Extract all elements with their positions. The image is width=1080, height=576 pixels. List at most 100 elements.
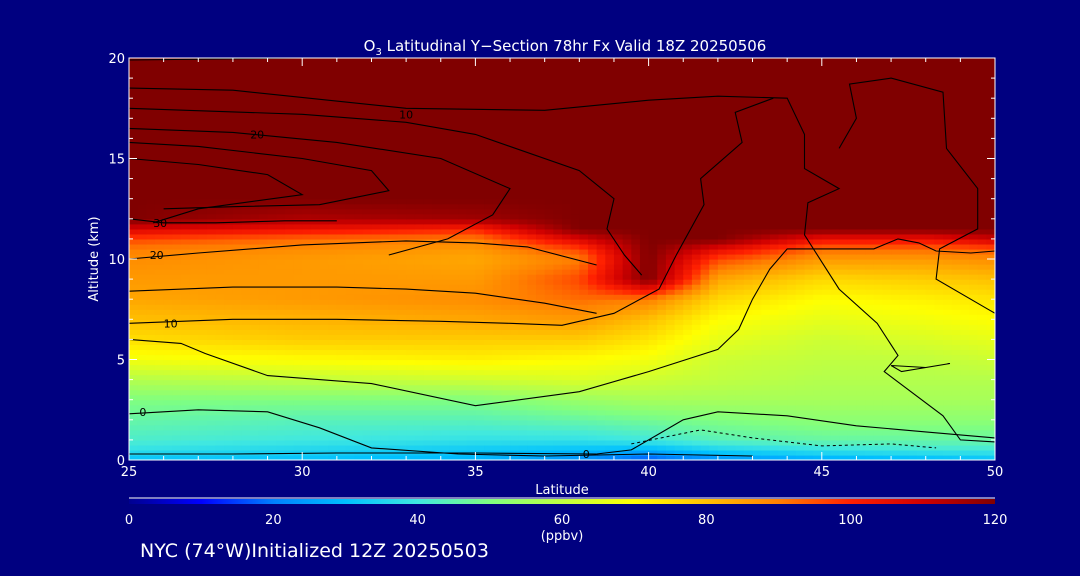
heat-cell <box>622 389 632 396</box>
heat-cell <box>440 409 451 416</box>
heat-cell <box>683 359 693 366</box>
heat-cell <box>319 218 329 225</box>
heat-cell <box>925 289 935 295</box>
heat-cell <box>717 218 728 225</box>
heat-cell <box>198 289 208 295</box>
heat-cell <box>319 359 329 366</box>
heat-cell <box>388 218 399 225</box>
heat-cell <box>180 289 191 295</box>
heat-cell <box>839 449 849 456</box>
heat-cell <box>969 213 979 220</box>
heat-cell <box>198 213 208 220</box>
heat-cell <box>795 248 806 255</box>
heat-cell <box>544 344 554 351</box>
heat-cell <box>613 334 624 340</box>
heat-cell <box>553 349 563 356</box>
heat-cell <box>492 454 502 460</box>
heat-cell <box>501 344 511 351</box>
ozone-heatmap <box>129 58 995 460</box>
heat-cell <box>484 324 494 330</box>
heat-cell <box>406 344 416 351</box>
heat-cell <box>137 349 147 356</box>
heat-cell <box>917 233 927 240</box>
heat-cell <box>449 269 459 275</box>
heat-cell <box>345 309 355 315</box>
heat-cell <box>198 454 208 460</box>
heat-cell <box>769 359 780 366</box>
heat-cell <box>622 243 632 250</box>
heat-cell <box>639 324 650 330</box>
heat-cell <box>129 238 139 245</box>
heat-cell <box>371 284 381 290</box>
heat-cell <box>172 379 182 386</box>
heat-cell <box>518 294 528 300</box>
heat-cell <box>544 414 554 421</box>
heat-cell <box>657 233 667 240</box>
heat-cell <box>536 389 546 396</box>
heat-cell <box>977 319 987 325</box>
heat-cell <box>778 434 788 441</box>
heat-cell <box>709 424 719 431</box>
heat-cell <box>648 379 658 386</box>
heat-cell <box>492 369 502 376</box>
heat-cell <box>691 228 702 235</box>
heat-cell <box>544 394 554 401</box>
heat-cell <box>544 364 554 371</box>
heat-cell <box>527 339 537 346</box>
heat-cell <box>336 374 347 381</box>
heat-cell <box>380 429 390 436</box>
heat-cell <box>475 279 485 285</box>
heat-cell <box>743 344 754 351</box>
heat-cell <box>440 444 451 451</box>
heat-cell <box>536 253 546 260</box>
heat-cell <box>544 264 554 270</box>
heat-cell <box>172 248 182 255</box>
heat-cell <box>232 449 243 456</box>
heat-cell <box>492 248 502 255</box>
heat-cell <box>345 454 355 460</box>
heat-cell <box>804 364 814 371</box>
heat-cell <box>562 289 572 295</box>
heat-cell <box>458 269 468 275</box>
heat-cell <box>475 374 485 381</box>
heat-cell <box>899 319 909 325</box>
heat-cell <box>691 284 702 290</box>
heat-cell <box>319 344 329 351</box>
heat-cell <box>639 424 650 431</box>
heat-cell <box>475 419 485 426</box>
heat-cell <box>882 364 892 371</box>
heat-cell <box>639 233 650 240</box>
heat-cell <box>293 294 303 300</box>
heat-cell <box>206 319 217 325</box>
heat-cell <box>613 404 624 411</box>
heat-cell <box>925 279 935 285</box>
heat-cell <box>449 329 459 335</box>
heat-cell <box>406 439 416 446</box>
heat-cell <box>215 449 225 456</box>
heat-cell <box>518 319 528 325</box>
heat-cell <box>276 304 286 310</box>
heat-cell <box>328 349 338 356</box>
heat-cell <box>579 289 589 295</box>
heat-cell <box>986 329 995 335</box>
heat-cell <box>769 344 780 351</box>
heat-cell <box>501 218 511 225</box>
heat-cell <box>310 354 321 361</box>
heat-cell <box>198 238 208 245</box>
heat-cell <box>544 369 554 376</box>
heat-cell <box>622 324 632 330</box>
heat-cell <box>761 299 771 305</box>
heat-cell <box>657 248 667 255</box>
heat-cell <box>951 264 961 270</box>
heat-cell <box>371 419 381 426</box>
heat-cell <box>189 394 199 401</box>
heat-cell <box>873 454 884 460</box>
heat-cell <box>293 248 303 255</box>
heat-cell <box>362 369 373 376</box>
heat-cell <box>319 264 329 270</box>
heat-cell <box>726 274 736 280</box>
heat-cell <box>899 274 909 280</box>
heat-cell <box>484 218 494 225</box>
heat-cell <box>839 374 849 381</box>
heat-cell <box>605 339 615 346</box>
